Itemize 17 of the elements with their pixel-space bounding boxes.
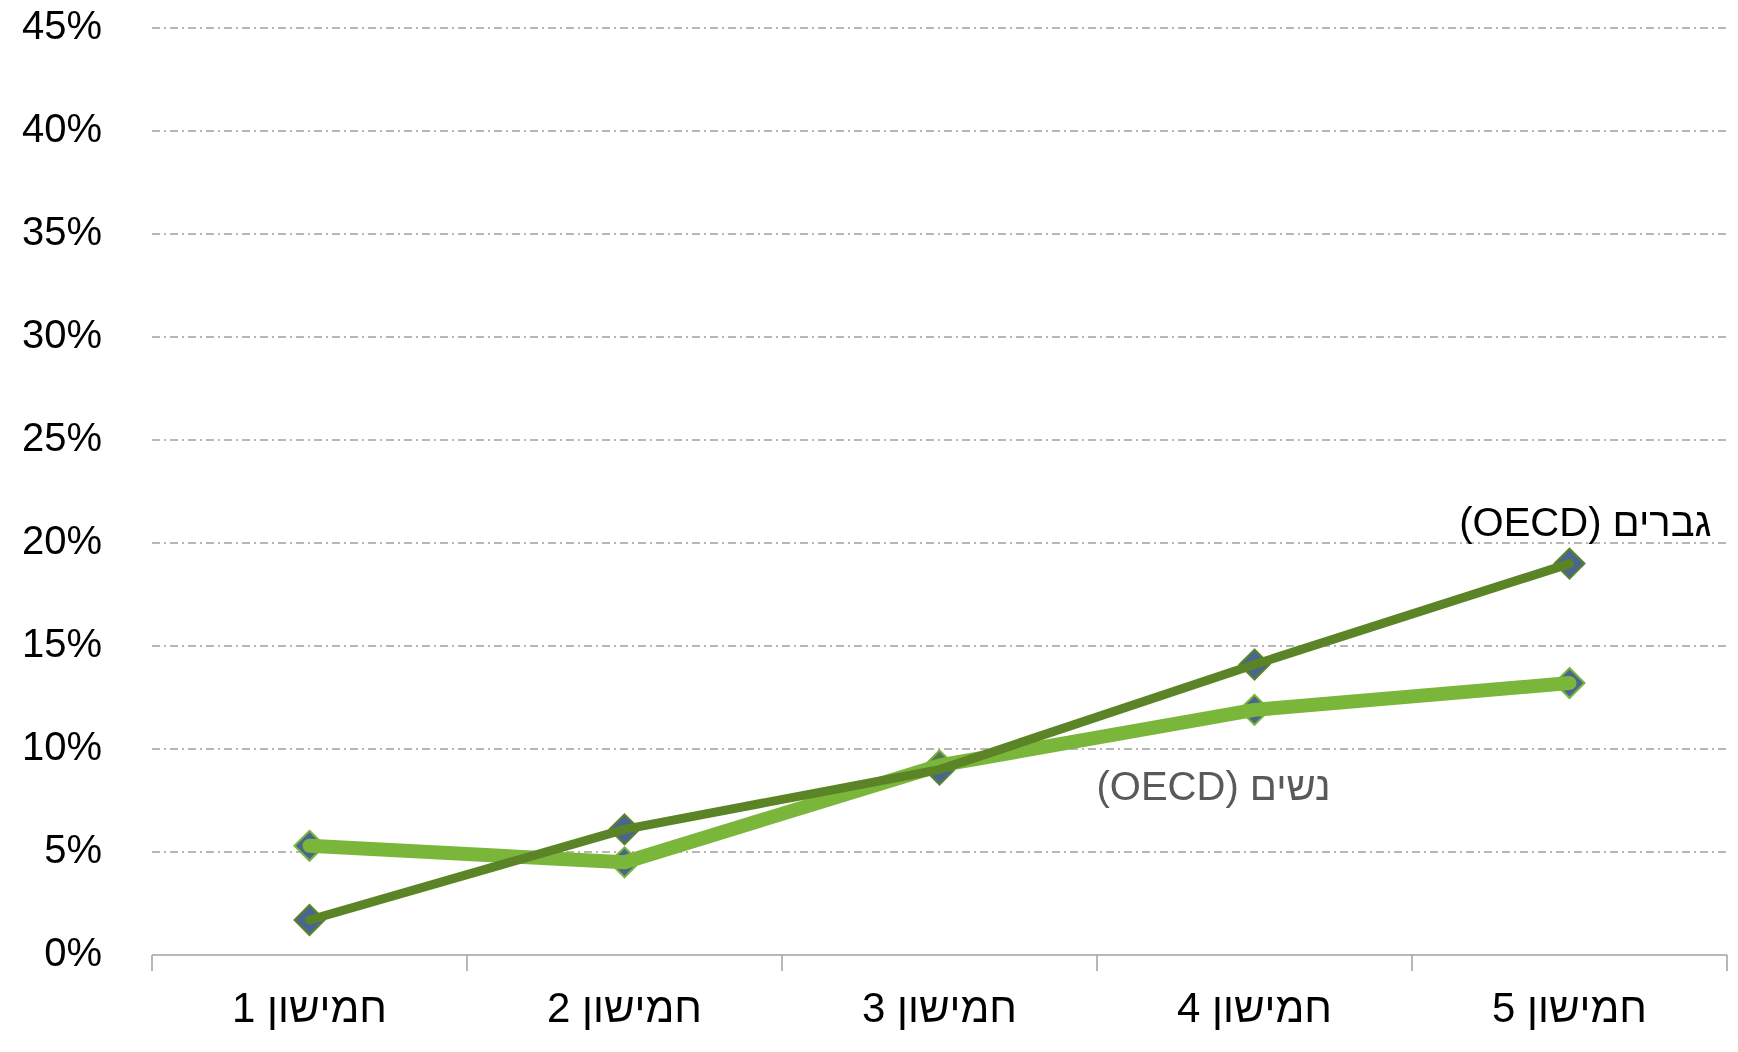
series-label: נשים (OECD) [1096,763,1331,808]
y-tick-label: 20% [21,517,102,562]
x-tick-label: חמישון 3 [862,984,1017,1031]
y-tick-label: 0% [44,929,102,974]
y-tick-label: 25% [21,414,102,459]
y-tick-label: 45% [21,2,102,47]
y-tick-label: 5% [44,826,102,871]
y-tick-label: 35% [21,208,102,253]
x-tick-label: חמישון 4 [1177,984,1332,1031]
y-tick-label: 40% [21,105,102,150]
y-tick-label: 30% [21,311,102,356]
x-tick-label: חמישון 2 [547,984,702,1031]
y-tick-label: 15% [21,620,102,665]
series-label: גברים (OECD) [1459,499,1712,544]
x-tick-label: חמישון 1 [232,984,387,1031]
y-tick-label: 10% [21,723,102,768]
x-tick-label: חמישון 5 [1492,984,1647,1031]
